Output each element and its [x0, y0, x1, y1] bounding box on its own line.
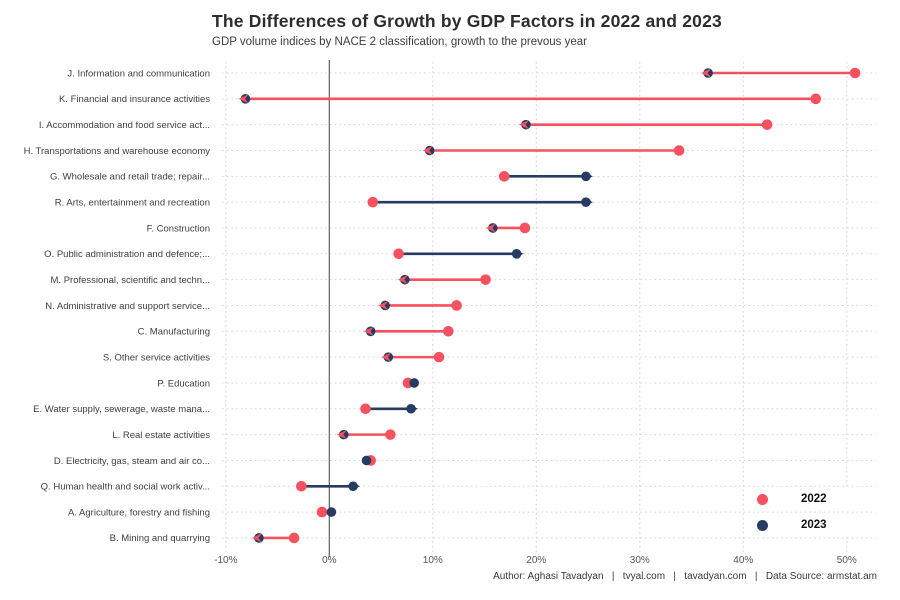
dot-2022	[433, 351, 445, 363]
category-label: C. Manufacturing	[138, 327, 210, 338]
dot-2022	[443, 326, 454, 337]
x-tick-label: 30%	[630, 555, 650, 566]
dot-2023	[361, 455, 372, 466]
x-tick-label: -10%	[214, 555, 237, 566]
category-label: N. Administrative and support service...	[45, 301, 210, 312]
category-label: F. Construction	[147, 223, 210, 234]
category-label: I. Accommodation and food service act...	[39, 120, 210, 131]
dot-2023	[400, 274, 410, 285]
category-label: A. Agriculture, forestry and fishing	[68, 507, 210, 518]
dot-2023	[380, 300, 390, 311]
dot-2023	[581, 171, 591, 182]
dot-2022	[393, 248, 404, 260]
x-tick-label: 20%	[526, 555, 546, 566]
dot-2022	[296, 480, 307, 492]
legend-dot-2022	[757, 493, 768, 505]
dot-2022	[316, 506, 328, 518]
change-arrow-head	[485, 223, 496, 233]
dot-2022	[673, 145, 685, 156]
change-arrow-head	[350, 481, 361, 491]
category-label: D. Electricity, gas, steam and air co...	[54, 456, 210, 467]
change-arrow-head	[582, 171, 593, 181]
dot-2023	[365, 326, 376, 337]
dot-2023	[338, 429, 349, 440]
x-tick-label: 10%	[423, 555, 443, 566]
dot-2022	[288, 532, 300, 544]
dot-2023	[348, 481, 358, 492]
category-label: K. Financial and insurance activities	[59, 94, 210, 105]
chart-title: The Differences of Growth by GDP Factors…	[212, 11, 722, 31]
legend-label-2022: 2022	[801, 493, 827, 505]
legend-label-2023: 2023	[801, 519, 827, 531]
category-label: S. Other service activities	[103, 352, 210, 363]
dot-2023	[383, 352, 394, 362]
category-label: H. Transportations and warehouse economy	[24, 146, 211, 157]
dot-2022	[385, 429, 396, 440]
dot-2023	[254, 533, 264, 543]
category-label: P. Education	[157, 378, 210, 389]
change-arrow-head	[408, 404, 419, 414]
chart-caption: Author: Aghasi Tavadyan | tvyal.com | ta…	[493, 571, 877, 582]
x-tick-label: 50%	[837, 555, 857, 566]
change-arrow-head	[238, 94, 249, 104]
category-label: M. Professional, scientific and techn...	[51, 275, 210, 286]
category-label: B. Mining and quarrying	[110, 533, 210, 544]
category-label: G. Wholesale and retail trade; repair...	[50, 172, 210, 183]
dot-2022	[498, 171, 510, 182]
dot-2022	[367, 196, 379, 208]
change-arrow-head	[336, 430, 347, 440]
category-label: J. Information and communication	[67, 68, 210, 79]
change-arrow-head	[251, 533, 262, 543]
category-label: L. Real estate activities	[112, 430, 210, 441]
change-arrow-head	[518, 120, 529, 130]
dot-2023	[703, 68, 713, 78]
change-arrow-head	[381, 352, 392, 362]
dot-2022	[761, 119, 773, 130]
dot-2023	[240, 94, 251, 104]
change-arrow-head	[582, 197, 593, 207]
change-arrow-head	[513, 249, 524, 259]
category-label: E. Water supply, sewerage, waste mana...	[33, 404, 210, 415]
change-arrow-head	[701, 68, 712, 78]
dot-2023	[424, 145, 435, 156]
dot-2023	[521, 119, 531, 130]
x-tick-label: 0%	[322, 555, 337, 566]
change-arrow-head	[422, 145, 433, 156]
dot-2022	[480, 274, 491, 285]
dot-2023	[511, 249, 522, 259]
category-label: O. Public administration and defence;...	[44, 249, 210, 260]
dot-2023	[581, 197, 591, 207]
legend-item-2023: 2023	[748, 514, 856, 536]
change-arrow-head	[363, 326, 374, 336]
dot-2023	[406, 403, 416, 414]
dot-2023	[326, 507, 337, 517]
dot-2022	[849, 67, 861, 79]
change-arrow-head	[378, 300, 389, 311]
x-tick-label: 40%	[733, 555, 753, 566]
dot-2023	[488, 223, 498, 233]
legend-dot-2023	[757, 519, 768, 531]
dot-2023	[409, 378, 419, 388]
change-arrow-head	[397, 275, 408, 285]
dot-2022	[519, 222, 531, 234]
dot-2022	[451, 300, 462, 311]
dot-2022	[360, 403, 371, 415]
legend-item-2022: 2022	[748, 488, 856, 510]
category-label: R. Arts, entertainment and recreation	[55, 197, 210, 208]
category-label: Q. Human health and social work activ...	[41, 482, 210, 493]
chart-subtitle: GDP volume indices by NACE 2 classificat…	[212, 36, 587, 48]
dot-2022	[810, 93, 822, 105]
